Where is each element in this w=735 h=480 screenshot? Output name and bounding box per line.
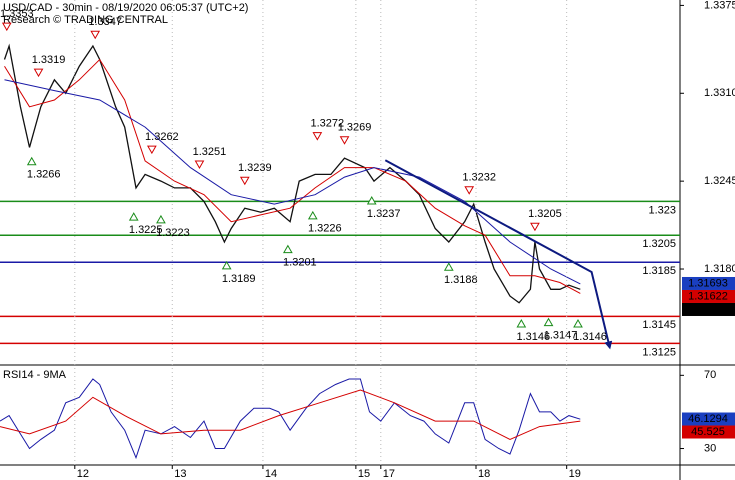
price-tag bbox=[682, 276, 735, 290]
price-tag-label: 46.1294 bbox=[688, 413, 728, 425]
x-tick-label: 13 bbox=[174, 468, 186, 480]
trough-label: 1.3147 bbox=[544, 330, 578, 342]
trough-marker bbox=[283, 244, 293, 254]
series-line bbox=[4, 79, 581, 285]
peak-marker bbox=[530, 222, 540, 232]
chart-title: USD/CAD - 30min - 08/19/2020 06:05:37 (U… bbox=[3, 2, 248, 14]
level-label: 1.323 bbox=[648, 204, 676, 216]
trough-label: 1.3188 bbox=[444, 274, 478, 286]
x-tick-label: 19 bbox=[569, 468, 581, 480]
price-tag-label: 1.31693 bbox=[688, 277, 728, 289]
peak-marker bbox=[147, 145, 157, 155]
y-tick-label: 1.3245 bbox=[704, 175, 735, 187]
peak-label: 1.3319 bbox=[32, 54, 66, 66]
trough-label: 1.3223 bbox=[156, 227, 190, 239]
trough-marker bbox=[128, 212, 139, 221]
panel-title: RSI14 - 9MA bbox=[3, 369, 67, 381]
price-tag-label: 1.31606 bbox=[688, 303, 728, 315]
chart-subtitle: Research © TRADING CENTRAL bbox=[3, 14, 168, 26]
price-tag-label: 45.525 bbox=[691, 426, 725, 438]
trough-marker bbox=[156, 214, 166, 224]
y-tick-label: 1.3180 bbox=[704, 263, 735, 275]
peak-label: 1.3353 bbox=[0, 8, 34, 20]
trough-marker bbox=[366, 195, 377, 205]
trough-label: 1.3201 bbox=[283, 257, 317, 269]
price-tag bbox=[682, 425, 735, 439]
trough-marker bbox=[26, 156, 37, 166]
trough-marker bbox=[307, 210, 318, 220]
x-tick-label: 15 bbox=[358, 468, 370, 480]
level-label: 1.3145 bbox=[642, 319, 676, 331]
peak-label: 1.3347 bbox=[88, 16, 122, 28]
y-tick-label: 30 bbox=[704, 442, 716, 454]
level-label: 1.3205 bbox=[642, 238, 676, 250]
peak-label: 1.3232 bbox=[462, 172, 496, 184]
peak-marker bbox=[90, 30, 101, 40]
price-tag bbox=[682, 302, 735, 316]
level-label: 1.3125 bbox=[642, 346, 676, 358]
trough-label: 1.3226 bbox=[308, 223, 342, 235]
y-tick-label: 70 bbox=[704, 369, 716, 381]
trough-marker bbox=[573, 318, 583, 328]
series-line bbox=[3, 43, 581, 304]
trough-label: 1.3146 bbox=[517, 331, 551, 343]
trough-label: 1.3146 bbox=[573, 331, 607, 343]
trough-marker bbox=[221, 260, 232, 270]
x-tick-label: 17 bbox=[383, 468, 395, 480]
x-tick-label: 12 bbox=[77, 468, 89, 480]
peak-marker bbox=[339, 136, 350, 145]
level-label: 1.3185 bbox=[642, 265, 676, 277]
price-tag bbox=[682, 289, 735, 303]
peak-label: 1.3251 bbox=[193, 146, 227, 158]
peak-marker bbox=[239, 176, 250, 186]
series-line bbox=[0, 389, 581, 440]
price-tag bbox=[682, 412, 735, 426]
trough-label: 1.3189 bbox=[222, 273, 256, 285]
peak-marker bbox=[312, 132, 323, 141]
trendline bbox=[384, 159, 613, 350]
peak-marker bbox=[464, 186, 475, 195]
series-line bbox=[4, 58, 581, 294]
trough-label: 1.3266 bbox=[27, 169, 61, 181]
trough-label: 1.3237 bbox=[367, 208, 401, 220]
series-line bbox=[0, 378, 581, 460]
x-tick-label: 18 bbox=[478, 468, 490, 480]
peak-label: 1.3239 bbox=[238, 162, 272, 174]
trough-marker bbox=[516, 318, 527, 328]
peak-marker bbox=[194, 160, 205, 170]
peak-label: 1.3262 bbox=[145, 131, 179, 143]
trough-marker bbox=[443, 262, 454, 271]
x-tick-label: 14 bbox=[265, 468, 277, 480]
price-tag-label: 1.31622 bbox=[688, 290, 728, 302]
trough-marker bbox=[543, 317, 554, 327]
peak-marker bbox=[1, 22, 12, 32]
peak-label: 1.3272 bbox=[311, 118, 345, 130]
peak-label: 1.3205 bbox=[528, 208, 562, 220]
y-tick-label: 1.3375 bbox=[704, 0, 735, 11]
y-tick-label: 1.3310 bbox=[704, 87, 735, 99]
trough-label: 1.3225 bbox=[129, 224, 163, 236]
peak-marker bbox=[33, 68, 44, 78]
peak-label: 1.3269 bbox=[338, 122, 372, 134]
